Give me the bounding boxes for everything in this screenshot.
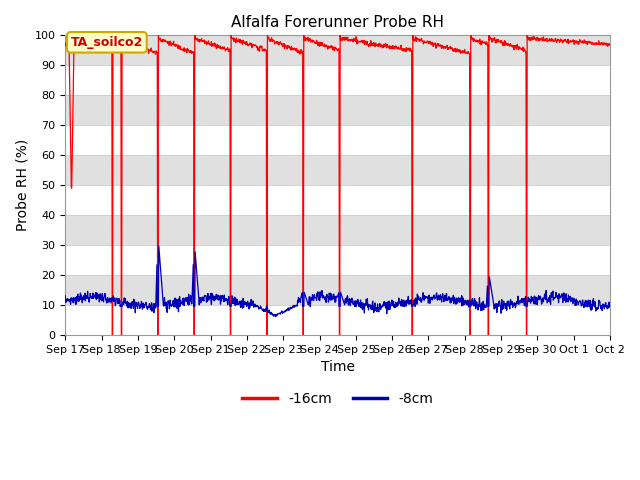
X-axis label: Time: Time [321, 360, 355, 374]
Bar [65, 185, 610, 215]
Legend: -16cm, -8cm: -16cm, -8cm [237, 387, 439, 412]
Text: TA_soilco2: TA_soilco2 [71, 36, 143, 49]
Bar [65, 125, 610, 155]
Bar [65, 36, 610, 65]
Bar [65, 275, 610, 305]
Y-axis label: Probe RH (%): Probe RH (%) [15, 139, 29, 231]
Bar [65, 305, 610, 335]
Title: Alfalfa Forerunner Probe RH: Alfalfa Forerunner Probe RH [231, 15, 444, 30]
Bar [65, 155, 610, 185]
Bar [65, 65, 610, 95]
Bar [65, 215, 610, 245]
Bar [65, 245, 610, 275]
Bar [65, 95, 610, 125]
